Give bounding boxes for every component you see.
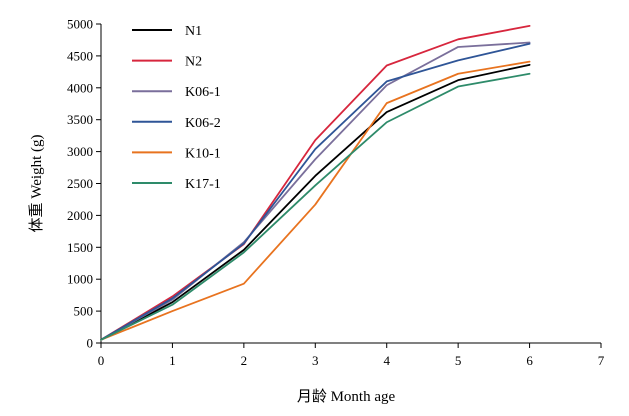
x-tick-label: 6 <box>526 353 533 368</box>
x-tick-label: 3 <box>312 353 319 368</box>
legend-label: K06-2 <box>185 116 221 131</box>
x-tick-label: 2 <box>241 353 248 368</box>
y-tick-label: 4000 <box>67 80 93 95</box>
legend-label: N2 <box>185 55 202 70</box>
x-tick-label: 4 <box>383 353 390 368</box>
x-tick-label: 0 <box>98 353 105 368</box>
legend-label: N1 <box>185 24 202 39</box>
y-tick-label: 2000 <box>67 208 93 223</box>
y-tick-label: 1000 <box>67 272 93 287</box>
x-tick-label: 1 <box>169 353 176 368</box>
y-tick-label: 3000 <box>67 144 93 159</box>
y-tick-label: 0 <box>87 336 94 351</box>
y-tick-label: 4500 <box>67 48 93 63</box>
series-line-N2 <box>100 25 531 341</box>
series-line-K17-1 <box>100 72 531 341</box>
x-axis-title: 月龄 Month age <box>297 388 396 405</box>
y-tick-label: 3500 <box>67 112 93 127</box>
x-tick-label: 7 <box>598 353 605 368</box>
series-line-K06-1 <box>100 41 531 341</box>
y-tick-label: 500 <box>74 304 94 319</box>
x-axis: 0 1 2 3 4 5 6 7 <box>98 342 605 368</box>
x-tick-label: 5 <box>455 353 462 368</box>
legend-label: K17-1 <box>185 177 221 192</box>
legend-label: K10-1 <box>185 146 221 161</box>
y-tick-label: 5000 <box>67 17 93 32</box>
series-line-K10-1 <box>100 60 531 341</box>
y-tick-label: 1500 <box>67 240 93 255</box>
legend-label: K06-1 <box>185 85 221 100</box>
y-axis: 0 500 1000 1500 2000 2500 3000 3500 4000 4500 5000 <box>67 17 102 351</box>
y-axis-title: 体重 Weight (g) <box>28 135 45 233</box>
legend: N1 N2 K06-1 K06-2 K10-1 K17-1 <box>132 24 221 192</box>
series-line-N1 <box>100 63 531 341</box>
series-line-K06-2 <box>100 42 531 341</box>
y-tick-label: 2500 <box>67 176 93 191</box>
series-lines <box>100 25 531 341</box>
